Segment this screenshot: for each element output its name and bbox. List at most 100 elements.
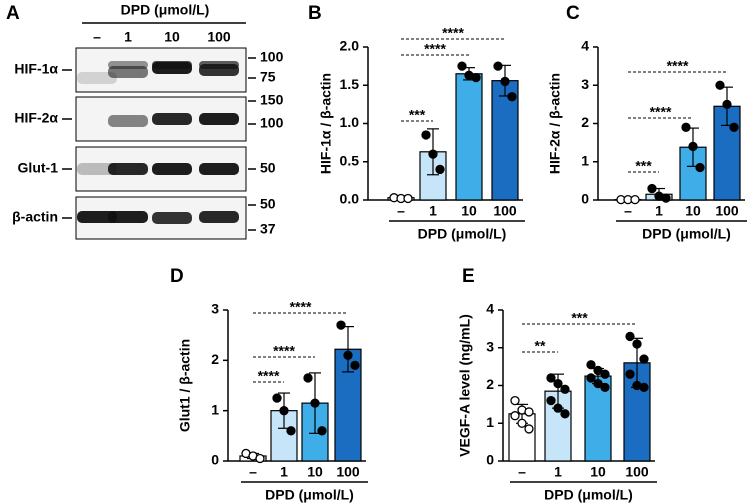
band [152, 61, 192, 69]
data-point [630, 194, 640, 205]
y-tick-label: 0 [581, 191, 589, 207]
panel-letter: C [566, 3, 580, 24]
lane-label: 100 [207, 29, 231, 45]
data-point [303, 373, 313, 383]
marker-label: 150 [260, 92, 284, 108]
data-point [560, 409, 570, 419]
band [108, 61, 148, 69]
marker-label: 100 [260, 115, 284, 131]
y-axis-label: Glut1 / β-actin [177, 339, 193, 432]
data-point [729, 122, 739, 132]
lane-label: 10 [164, 29, 180, 45]
y-tick-label: 1 [581, 152, 589, 168]
blot-title: DPD (μmol/L) [121, 2, 210, 18]
x-tick-label: 100 [715, 203, 739, 219]
y-tick-label: 4 [486, 301, 494, 317]
sig-label: **** [290, 299, 312, 315]
data-point [553, 378, 563, 389]
data-point [510, 411, 520, 421]
data-point [639, 354, 649, 364]
marker-label: 50 [260, 160, 276, 176]
sig-label: **** [273, 343, 295, 359]
panel-letter: B [308, 3, 322, 24]
data-point [600, 369, 610, 379]
y-tick-label: 2 [211, 351, 219, 367]
data-point [553, 403, 563, 413]
band [108, 66, 148, 78]
marker-label: 37 [260, 221, 276, 237]
band [152, 163, 192, 175]
y-tick-label: 1.5 [340, 76, 360, 92]
band [152, 212, 192, 224]
bar [455, 73, 483, 201]
data-point [546, 395, 556, 406]
y-tick-label: 0 [486, 452, 494, 468]
data-point [317, 426, 327, 436]
data-point [350, 360, 360, 371]
marker-label: 100 [260, 49, 284, 65]
data-point [625, 331, 635, 342]
data-point [639, 382, 649, 393]
panel-letter: D [170, 266, 184, 287]
band [77, 211, 117, 223]
sig-label: **** [424, 41, 446, 57]
row-label: HIF-1α [14, 61, 58, 77]
band [77, 163, 117, 175]
y-axis-label: HIF-2α / β-actin [547, 73, 563, 174]
data-point [457, 61, 467, 71]
band [199, 61, 239, 69]
row-label: Glut-1 [18, 160, 59, 176]
data-point [560, 384, 570, 394]
y-tick-label: 1.0 [340, 114, 360, 130]
y-tick-label: 3 [581, 76, 589, 92]
sig-label: **** [442, 25, 464, 41]
x-axis-label: DPD (μmol/L) [265, 487, 354, 503]
y-tick-label: 4 [581, 38, 589, 54]
data-point [493, 61, 503, 71]
x-tick-label: 100 [336, 464, 360, 480]
data-point [507, 92, 517, 102]
data-point [600, 382, 610, 393]
data-point [632, 339, 642, 349]
y-tick-label: 3 [211, 301, 219, 317]
y-tick-label: 1 [486, 414, 494, 430]
data-point [647, 183, 657, 194]
x-tick-label: – [397, 203, 405, 219]
data-point [661, 193, 671, 203]
y-tick-label: 2.0 [340, 38, 360, 54]
data-point [625, 369, 635, 379]
data-point [546, 373, 556, 383]
x-tick-label: 100 [625, 464, 649, 480]
x-tick-label: 1 [429, 203, 437, 219]
x-tick-label: 1 [280, 464, 288, 480]
data-point [255, 453, 265, 464]
data-point [593, 378, 603, 389]
y-tick-label: 1 [211, 401, 219, 417]
x-tick-label: 10 [307, 464, 323, 480]
band [108, 211, 148, 223]
data-point [310, 398, 320, 408]
x-tick-label: – [249, 464, 257, 480]
data-point [593, 365, 603, 376]
row-label: β-actin [12, 209, 58, 225]
x-tick-label: – [624, 203, 632, 219]
y-tick-label: 0.0 [340, 191, 360, 207]
data-point [695, 162, 705, 173]
data-point [428, 149, 438, 159]
band [199, 163, 239, 175]
panel-letter: A [6, 3, 20, 24]
data-point [286, 426, 296, 436]
panel-letter: E [462, 266, 475, 287]
data-point [403, 193, 413, 204]
data-point [524, 424, 534, 434]
x-tick-label: 10 [685, 203, 701, 219]
x-tick-label: 1 [655, 203, 663, 219]
band [77, 72, 117, 84]
data-point [471, 72, 481, 83]
data-point [343, 350, 353, 360]
band [199, 113, 239, 125]
data-point [688, 141, 698, 152]
sig-label: **** [667, 58, 689, 74]
x-axis-label: DPD (μmol/L) [544, 487, 633, 503]
